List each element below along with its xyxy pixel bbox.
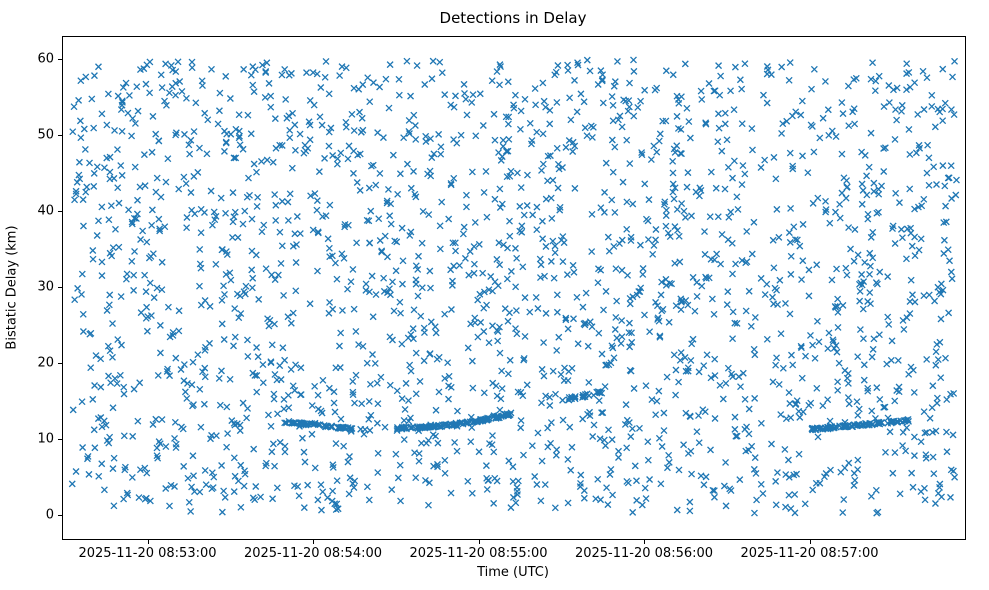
y-tick-label: 0 (45, 507, 54, 523)
chart-title: Detections in Delay (439, 9, 587, 27)
plot-area (62, 36, 966, 540)
y-tick-mark (58, 515, 62, 517)
x-tick-mark (644, 540, 646, 544)
x-tick-label: 2025-11-20 08:56:00 (574, 546, 714, 561)
x-tick-mark (147, 540, 149, 544)
y-tick-mark (58, 134, 62, 136)
x-tick-mark (313, 540, 314, 544)
y-tick-label: 40 (37, 203, 54, 219)
y-tick-mark (58, 287, 62, 288)
y-tick-mark (58, 439, 62, 441)
x-tick-label: 2025-11-20 08:57:00 (740, 546, 879, 561)
x-tick-mark (809, 540, 811, 544)
y-tick-label: 20 (37, 355, 54, 371)
x-axis-label: Time (UTC) (477, 565, 549, 580)
x-tick-mark (478, 540, 480, 544)
y-tick-mark (58, 210, 62, 212)
x-tick-label: 2025-11-20 08:53:00 (78, 546, 217, 561)
scatter-canvas (63, 37, 965, 539)
x-tick-label: 2025-11-20 08:54:00 (243, 546, 383, 561)
y-tick-label: 50 (37, 127, 54, 143)
y-tick-label: 30 (37, 279, 54, 295)
x-tick-label: 2025-11-20 08:55:00 (409, 546, 548, 561)
y-tick-label: 10 (37, 431, 54, 447)
y-tick-mark (58, 363, 62, 365)
y-tick-label: 60 (37, 51, 54, 67)
y-tick-mark (58, 58, 62, 60)
